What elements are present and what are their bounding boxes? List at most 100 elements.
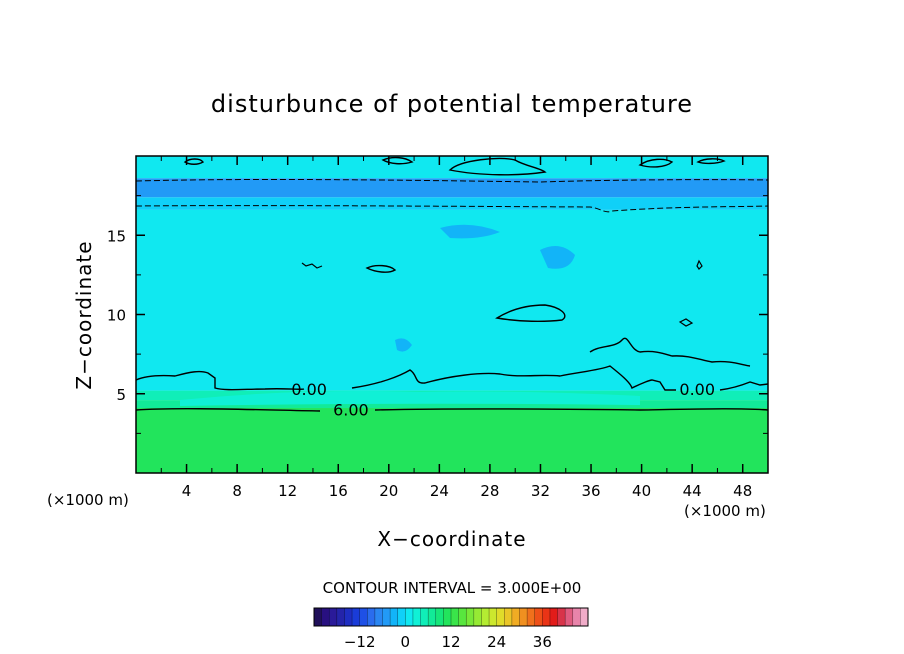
contour-line <box>135 205 769 213</box>
colorbar-cell <box>511 608 520 626</box>
colorbar-cell <box>428 608 437 626</box>
colorbar-tick-label: 0 <box>401 633 411 651</box>
field-band <box>136 209 768 391</box>
colorbar-cell <box>443 608 452 626</box>
colorbar-cell <box>557 608 566 626</box>
colorbar-cell <box>549 608 558 626</box>
y-tick-label: 15 <box>107 227 126 245</box>
colorbar-cell <box>321 608 330 626</box>
colorbar-cell <box>329 608 338 626</box>
contour-interval-text: CONTOUR INTERVAL = 3.000E+00 <box>323 579 582 597</box>
contour-label: 0.00 <box>291 380 327 399</box>
colorbar-frame <box>313 607 589 627</box>
colorbar: −12 0 12 24 36 <box>313 607 589 651</box>
contour-label: 0.00 <box>679 380 715 399</box>
colorbar-cell <box>359 608 368 626</box>
contour-line <box>135 365 676 391</box>
colorbar-cell <box>481 608 490 626</box>
x-tick-label: 44 <box>683 482 702 500</box>
colorbar-cell <box>374 608 383 626</box>
contour-lines <box>135 156 769 412</box>
colorbar-cell <box>458 608 467 626</box>
field-band <box>136 178 768 198</box>
x-tick-label: 20 <box>379 482 398 500</box>
x-tick-label: 12 <box>278 482 297 500</box>
colorbar-cell <box>451 608 459 626</box>
contour-line <box>448 157 547 176</box>
field-band <box>136 400 768 409</box>
shade-blob <box>180 391 640 406</box>
x-tick-label: 48 <box>733 482 752 500</box>
colorbar-cell <box>473 608 482 626</box>
shade-blob <box>590 344 690 388</box>
colorbar-cell <box>466 608 475 626</box>
x-axis: 4 8 12 16 20 24 28 32 36 40 44 48 <box>160 156 752 500</box>
contour-line <box>301 262 323 269</box>
field-band <box>136 408 768 473</box>
colorbar-cell <box>527 608 536 626</box>
colorbar-cell <box>565 608 574 626</box>
contour-labels: 0.00 0.00 6.00 <box>291 380 715 420</box>
contour-line <box>589 337 751 367</box>
colorbar-tick-label: 12 <box>441 633 460 651</box>
colorbar-cell <box>390 608 399 626</box>
y-axis-unit: (×1000 m) <box>47 491 129 509</box>
x-tick-label: 36 <box>581 482 600 500</box>
x-tick-label: 28 <box>480 482 499 500</box>
shaded-field <box>136 156 768 473</box>
shade-blob <box>540 246 575 269</box>
colorbar-cell <box>352 608 360 626</box>
colorbar-cell <box>344 608 353 626</box>
x-axis-unit: (×1000 m) <box>684 502 766 520</box>
colorbar-cell <box>580 608 589 626</box>
plot-area <box>135 155 769 474</box>
y-tick-label: 5 <box>116 386 126 404</box>
contour-line <box>495 304 566 323</box>
contour-line <box>365 264 397 273</box>
colorbar-cell <box>412 608 421 626</box>
disturbance-blobs <box>180 224 690 406</box>
contour-line <box>696 158 726 165</box>
field-band <box>136 197 768 210</box>
shade-blob <box>440 224 500 239</box>
colorbar-cell <box>336 608 345 626</box>
colorbar-cell <box>496 608 505 626</box>
colorbar-cell <box>504 608 513 626</box>
colorbar-cell <box>382 608 391 626</box>
x-tick-label: 40 <box>632 482 651 500</box>
contour-line <box>381 156 414 165</box>
x-axis-label: X−coordinate <box>377 527 526 551</box>
contour-line <box>719 381 769 391</box>
contour-line <box>638 158 674 168</box>
contour-line <box>135 408 769 412</box>
y-axis: 5 10 15 <box>107 195 768 434</box>
colorbar-cell <box>534 608 543 626</box>
chart-title: disturbunce of potential temperature <box>211 90 693 118</box>
colorbar-cell <box>405 608 414 626</box>
shade-blob <box>395 338 412 352</box>
colorbar-cell <box>519 608 528 626</box>
colorbar-cell <box>397 608 406 626</box>
colorbar-cell <box>435 608 444 626</box>
colorbar-cell <box>314 608 322 626</box>
colorbar-tick-label: 36 <box>533 633 552 651</box>
colorbar-tick-label: −12 <box>344 633 376 651</box>
colorbar-cell <box>367 608 376 626</box>
y-axis-label: Z−coordinate <box>72 240 96 389</box>
x-tick-label: 16 <box>329 482 348 500</box>
colorbar-cell <box>542 608 551 626</box>
contour-line <box>696 259 703 270</box>
x-tick-label: 4 <box>182 482 192 500</box>
contour-label: 6.00 <box>333 401 369 420</box>
x-tick-label: 32 <box>531 482 550 500</box>
x-tick-label: 24 <box>430 482 449 500</box>
x-tick-label: 8 <box>232 482 242 500</box>
contour-line <box>678 318 694 327</box>
y-tick-label: 10 <box>107 307 126 325</box>
contour-line <box>135 178 769 183</box>
colorbar-tick-label: 24 <box>487 633 506 651</box>
colorbar-cell <box>489 608 497 626</box>
contour-line <box>183 158 205 165</box>
colorbar-cell <box>420 608 429 626</box>
